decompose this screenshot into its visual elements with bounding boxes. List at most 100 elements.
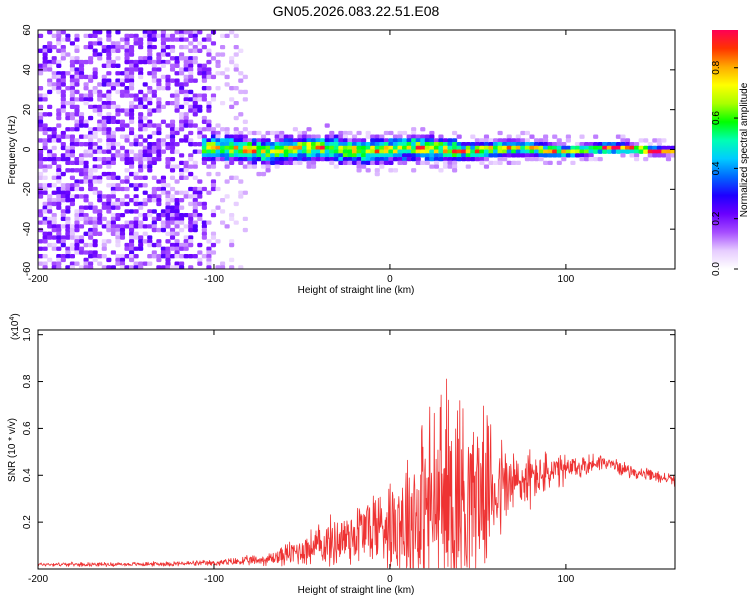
spectrogram-cell xyxy=(233,201,239,207)
spectrogram-cell xyxy=(60,142,66,147)
spectrogram-cell xyxy=(283,160,289,166)
spectrogram-cell xyxy=(215,63,221,68)
spectrogram-cell xyxy=(60,93,66,98)
spectrogram-cell xyxy=(106,59,112,65)
spectrogram-cell xyxy=(119,265,126,269)
spectrogram-cell xyxy=(470,149,476,154)
spectrogram-cell xyxy=(379,160,385,166)
spectrogram-cell xyxy=(493,149,499,154)
spectrogram-cell xyxy=(51,86,57,91)
spectrogram-cell xyxy=(347,160,353,166)
spectrogram-cell xyxy=(297,134,303,139)
spectrogram-cell xyxy=(183,112,189,117)
spectrogram-cell xyxy=(69,242,75,248)
spectrogram-cell xyxy=(56,246,62,251)
spectrogram-cell xyxy=(283,145,289,151)
y-tick-label: -60 xyxy=(22,261,33,276)
spectrogram-cell xyxy=(615,145,621,151)
spectrogram-cell xyxy=(374,149,380,154)
spectrogram-cell xyxy=(119,212,126,218)
spectrogram-cell xyxy=(124,56,130,61)
spectrogram-cell xyxy=(260,164,267,169)
spectrogram-cell xyxy=(188,48,194,53)
spectrogram-cell xyxy=(520,149,526,154)
spectrogram-cell xyxy=(506,134,512,139)
spectrogram-cell xyxy=(151,156,157,162)
spectrogram-cell xyxy=(306,127,312,132)
spectrogram-cell xyxy=(147,168,153,173)
spectrogram-cell xyxy=(465,142,471,147)
spectrogram-cell xyxy=(78,239,85,244)
spectrogram-cell xyxy=(74,127,80,132)
spectrogram-cell xyxy=(388,130,394,136)
spectrogram-cell xyxy=(92,224,98,229)
spectrogram-cell xyxy=(69,138,75,143)
spectrogram-cell xyxy=(283,138,289,143)
spectrogram-cell xyxy=(88,97,94,102)
spectrogram-cell xyxy=(106,164,112,169)
spectrogram-cell xyxy=(42,127,48,132)
spectrogram-cell xyxy=(51,224,57,229)
spectrogram-cell xyxy=(210,127,217,132)
spectrogram-cell xyxy=(233,63,239,68)
spectrogram-cell xyxy=(110,145,116,151)
spectrogram-cell xyxy=(238,265,244,269)
spectrogram-cell xyxy=(42,216,48,222)
spectrogram-cell xyxy=(129,156,135,162)
spectrogram-cell xyxy=(411,130,417,136)
spectrogram-cell xyxy=(470,153,476,158)
spectrogram-cell xyxy=(356,156,362,162)
spectrogram-cell xyxy=(47,235,53,240)
spectrogram-cell xyxy=(206,127,212,132)
spectrogram-cell xyxy=(192,194,198,199)
spectrogram-cell xyxy=(256,171,262,177)
spectrogram-cell xyxy=(74,220,80,225)
spectrogram-cell xyxy=(124,209,130,214)
colorbar-tick-label: 0.6 xyxy=(711,111,722,125)
spectrogram-cell xyxy=(265,138,271,143)
spectrogram-cell xyxy=(188,97,194,102)
spectrogram-cell xyxy=(174,63,180,68)
spectrogram-cell xyxy=(106,227,112,233)
spectrogram-cell xyxy=(69,74,75,80)
spectrogram-cell xyxy=(192,56,198,61)
spectrogram-cell xyxy=(60,78,66,83)
spectrogram-cell xyxy=(402,156,408,162)
spectrogram-cell xyxy=(420,149,426,154)
spectrogram-cell xyxy=(142,104,148,110)
spectrogram-cell xyxy=(465,149,471,154)
spectrogram-cell xyxy=(406,156,412,162)
spectrogram-cell xyxy=(442,156,449,162)
spectrogram-cell xyxy=(51,127,57,132)
spectrogram-cell xyxy=(151,250,157,255)
spectrogram-cell xyxy=(356,164,362,169)
spectrogram-cell xyxy=(270,160,276,166)
spectrogram-cell xyxy=(88,130,94,136)
spectrogram-cell xyxy=(74,156,80,162)
spectrogram-cell xyxy=(106,205,112,210)
spectrogram-cell xyxy=(210,145,217,151)
spectrogram-cell xyxy=(620,145,626,151)
spectrogram-cell xyxy=(147,37,153,42)
spectrogram-cell xyxy=(374,138,380,143)
spectrogram-cell xyxy=(215,153,221,158)
spectrogram-cell xyxy=(69,63,75,68)
spectrogram-cell xyxy=(206,100,212,106)
spectrogram-cell xyxy=(424,160,430,166)
spectrogram-cell xyxy=(533,138,540,143)
spectrogram-cell xyxy=(115,89,121,95)
spectrogram-cell xyxy=(69,194,75,199)
spectrogram-cell xyxy=(210,142,217,147)
spectrogram-cell xyxy=(147,254,153,259)
spectrogram-cell xyxy=(147,153,153,158)
spectrogram-cell xyxy=(51,246,57,251)
spectrogram-cell xyxy=(179,30,185,35)
spectrogram-cell xyxy=(165,190,171,195)
spectrogram-cell xyxy=(597,156,603,162)
spectrogram-cell xyxy=(197,97,203,102)
spectrogram-cell xyxy=(65,265,71,269)
spectrogram-cell xyxy=(97,127,103,132)
spectrogram-cell xyxy=(60,235,66,240)
spectrogram-cell xyxy=(110,63,116,68)
spectrogram-cell xyxy=(192,201,198,207)
